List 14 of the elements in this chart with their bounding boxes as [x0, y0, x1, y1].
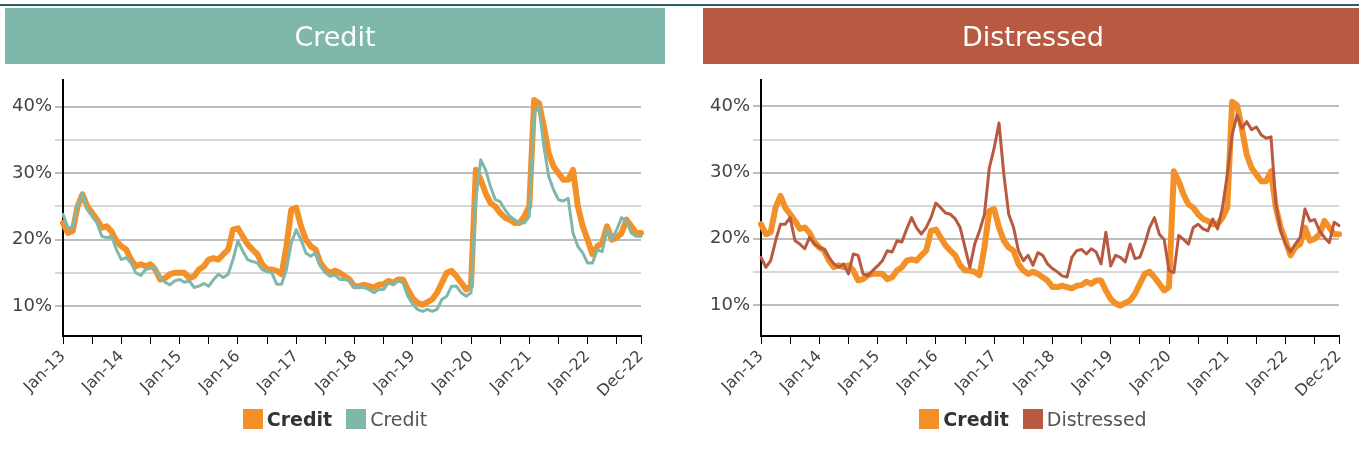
- y-tick-label: 20%: [11, 227, 53, 249]
- chart-title: Distressed: [703, 8, 1359, 64]
- y-tick-label: 10%: [11, 293, 53, 315]
- legend-label: Credit: [370, 408, 428, 430]
- y-tick-label: 40%: [11, 94, 53, 116]
- legend-label: Distressed: [1046, 408, 1147, 430]
- y-tick-label: 30%: [11, 160, 53, 182]
- y-tick-label: 20%: [709, 226, 751, 248]
- y-tick-label: 10%: [709, 292, 751, 314]
- legend-label: Credit: [266, 408, 333, 430]
- legend-label: Credit: [943, 408, 1009, 430]
- y-tick-label: 40%: [709, 94, 751, 116]
- chart-title: Credit: [5, 8, 665, 64]
- y-tick-label: 30%: [709, 160, 751, 182]
